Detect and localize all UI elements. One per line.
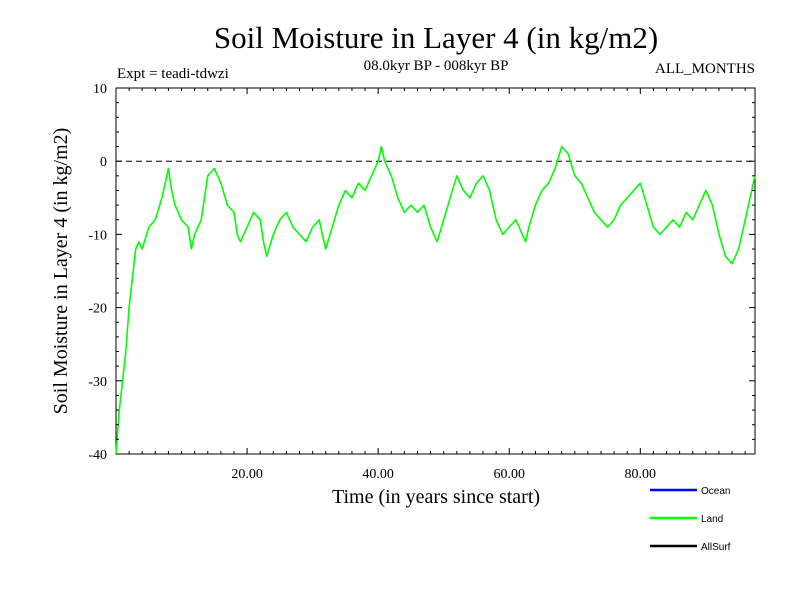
chart-title: Soil Moisture in Layer 4 (in kg/m2)	[214, 20, 658, 55]
y-tick-label: 10	[93, 82, 107, 97]
y-tick-label: -10	[88, 228, 107, 243]
legend-label-ocean: Ocean	[701, 486, 730, 497]
experiment-label: Expt = teadi-tdwzi	[117, 66, 229, 82]
y-tick-label: -30	[88, 375, 107, 390]
y-tick-label: -20	[88, 302, 107, 317]
y-tick-label: -40	[88, 448, 107, 463]
x-tick-label: 20.00	[231, 467, 263, 482]
legend-label-land: Land	[701, 514, 723, 525]
x-tick-label: 40.00	[362, 467, 394, 482]
x-axis-label: Time (in years since start)	[332, 486, 540, 508]
series-line-land	[115, 145, 756, 455]
legend-label-allsurf: AllSurf	[701, 542, 731, 553]
months-label: ALL_MONTHS	[655, 61, 755, 77]
x-tick-label: 60.00	[493, 467, 525, 482]
x-tick-label: 80.00	[625, 467, 657, 482]
plot-frame	[115, 87, 756, 455]
legend: Ocean Land AllSurf	[650, 486, 731, 553]
y-tick-label: 0	[100, 155, 107, 170]
period-label: 08.0kyr BP - 008kyr BP	[364, 58, 509, 74]
y-axis-label: Soil Moisture in Layer 4 (in kg/m2)	[50, 128, 72, 415]
